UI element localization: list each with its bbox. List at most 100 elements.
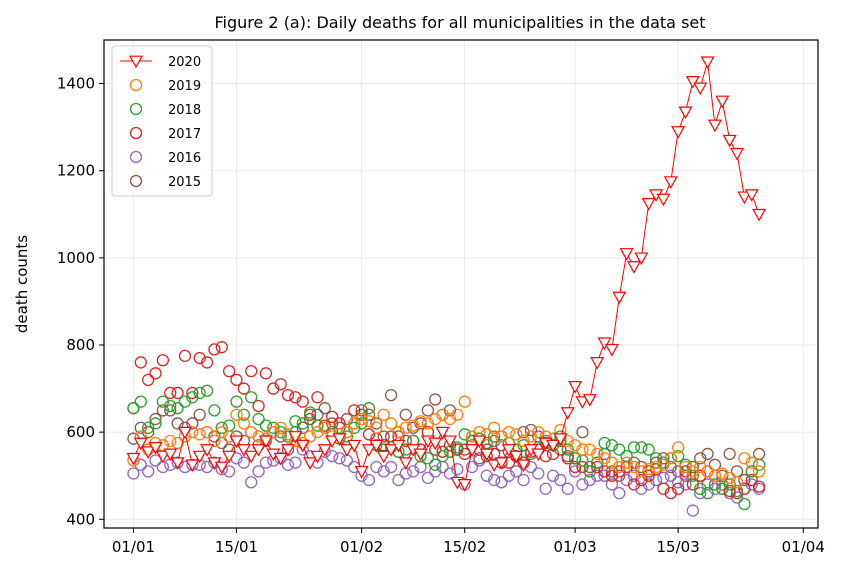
data-point <box>230 408 243 421</box>
data-point <box>303 406 317 419</box>
data-point <box>127 467 140 480</box>
data-point <box>693 82 708 96</box>
data-point <box>222 419 236 432</box>
data-point <box>149 454 162 467</box>
data-point <box>598 436 611 450</box>
data-point <box>436 408 449 421</box>
data-point <box>568 439 582 452</box>
data-point <box>568 460 582 474</box>
data-point <box>133 437 148 451</box>
data-point <box>222 465 236 478</box>
data-point <box>679 465 692 478</box>
data-point <box>627 441 641 454</box>
data-point <box>730 147 745 161</box>
data-point <box>744 189 759 202</box>
data-point <box>259 456 273 469</box>
data-point <box>458 428 471 441</box>
data-point <box>178 349 192 363</box>
data-point <box>155 450 170 464</box>
data-point <box>429 393 442 406</box>
data-point <box>347 439 362 453</box>
legend-item-2016: 2016 <box>129 150 201 166</box>
data-point <box>715 95 730 109</box>
data-point <box>582 394 597 407</box>
x-tick-label: 15/01 <box>215 538 258 556</box>
data-point <box>339 444 354 457</box>
legend-marker <box>129 150 143 164</box>
data-point <box>318 421 331 434</box>
data-point <box>251 444 266 457</box>
data-point <box>510 428 523 441</box>
data-point <box>495 476 508 489</box>
data-point <box>340 425 354 439</box>
data-point <box>326 449 339 463</box>
data-point <box>649 460 663 474</box>
data-point <box>487 459 502 473</box>
data-point <box>752 480 766 493</box>
data-point <box>289 415 302 428</box>
data-point <box>568 380 583 394</box>
data-point <box>487 430 501 443</box>
data-point <box>509 450 524 464</box>
y-tick-label: 600 <box>66 423 95 441</box>
data-point <box>612 291 627 305</box>
data-point <box>532 467 545 480</box>
data-point <box>230 373 243 387</box>
data-point <box>501 444 516 457</box>
data-point <box>141 446 156 459</box>
data-point <box>236 444 251 457</box>
data-point <box>576 478 589 491</box>
data-point <box>355 412 368 426</box>
data-point <box>258 435 273 449</box>
data-point <box>480 469 493 482</box>
legend-item-2017: 2017 <box>129 126 201 142</box>
data-point <box>605 469 619 482</box>
data-point <box>178 395 192 408</box>
data-point <box>215 436 228 450</box>
data-point <box>362 402 376 415</box>
data-point <box>627 460 641 474</box>
data-point <box>671 441 685 454</box>
data-point <box>472 435 487 449</box>
data-point <box>590 357 605 370</box>
data-point <box>539 482 552 495</box>
data-point <box>362 408 376 421</box>
data-point <box>605 456 619 469</box>
data-point <box>701 478 714 491</box>
data-point <box>200 460 214 474</box>
data-point <box>561 443 574 456</box>
data-point <box>752 208 767 222</box>
data-point <box>554 473 567 487</box>
data-point <box>171 386 184 400</box>
data-point <box>723 471 736 485</box>
legend-marker <box>129 174 143 188</box>
data-point <box>259 367 273 380</box>
data-point <box>708 478 722 491</box>
x-tick-label: 01/03 <box>553 538 596 556</box>
data-point <box>619 248 634 261</box>
data-point <box>730 491 744 504</box>
data-point <box>252 465 265 478</box>
legend-label: 2018 <box>168 103 201 118</box>
data-point <box>583 443 596 456</box>
data-point <box>326 410 339 424</box>
data-point <box>598 465 611 478</box>
data-point <box>686 465 700 478</box>
data-point <box>487 434 501 448</box>
data-point <box>267 382 280 395</box>
data-point <box>716 482 729 495</box>
data-point <box>281 388 295 402</box>
data-point <box>620 449 633 463</box>
data-point <box>634 252 649 266</box>
data-point <box>392 425 405 439</box>
data-point <box>384 460 398 474</box>
data-point <box>723 478 736 491</box>
data-point <box>671 476 685 489</box>
data-point <box>326 417 339 430</box>
data-point <box>605 439 619 452</box>
data-point <box>635 441 648 454</box>
data-point <box>348 404 361 417</box>
data-point <box>597 337 612 351</box>
data-point <box>745 478 758 491</box>
